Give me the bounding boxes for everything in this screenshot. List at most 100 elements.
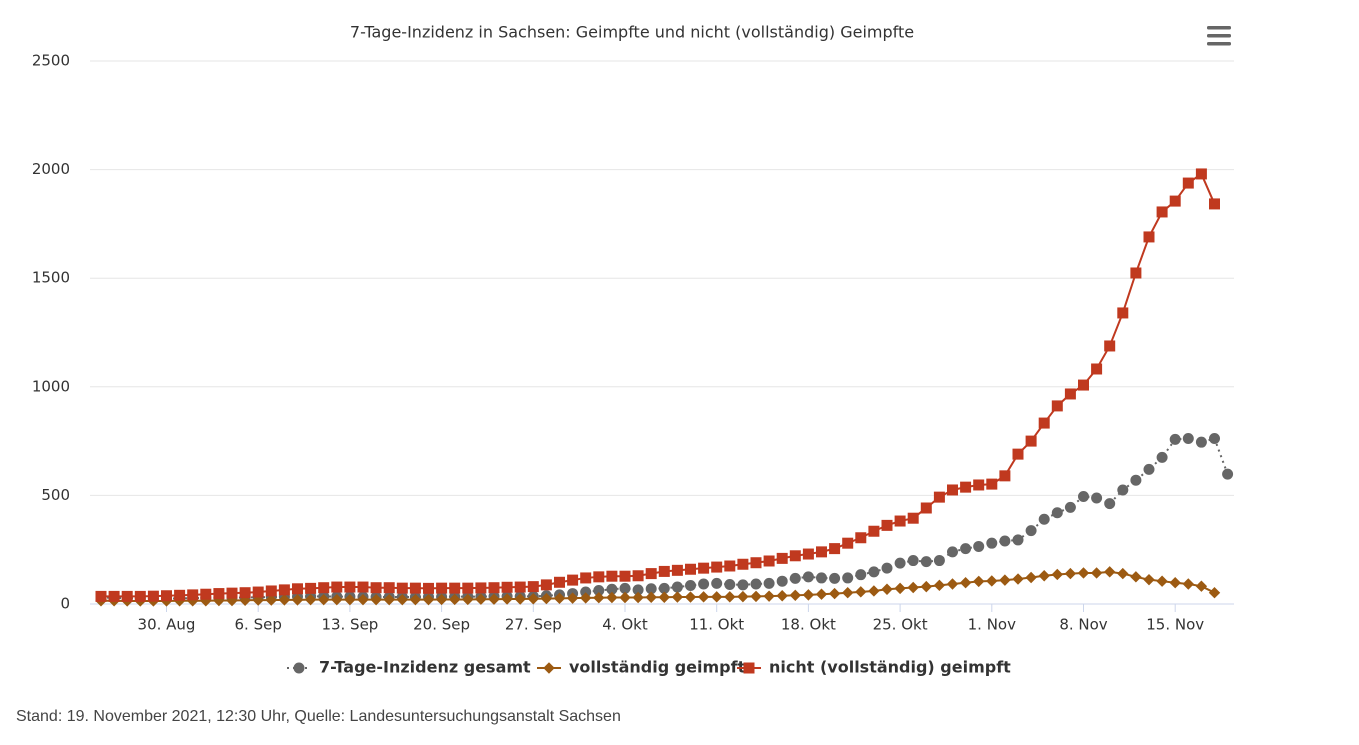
legend-label: 7-Tage-Inzidenz gesamt (319, 658, 531, 677)
point (1091, 492, 1103, 504)
point (501, 581, 513, 593)
point (789, 572, 801, 584)
point (161, 590, 172, 602)
point (1104, 340, 1116, 352)
point (710, 591, 723, 603)
point (842, 572, 854, 584)
x-tick-label: 13. Sep (321, 616, 378, 634)
legend-marker (743, 662, 755, 674)
point (1222, 468, 1234, 480)
point (252, 586, 264, 598)
point (475, 582, 487, 594)
point (1169, 577, 1181, 589)
point (331, 593, 343, 606)
point (816, 546, 827, 558)
point (907, 581, 919, 594)
point (1182, 578, 1195, 590)
menu-bar (1207, 34, 1231, 38)
point (1195, 580, 1208, 592)
series (95, 168, 1220, 602)
point (318, 582, 330, 594)
menu-bar (1207, 42, 1231, 46)
point (894, 582, 906, 595)
point (763, 555, 775, 567)
y-tick-label: 500 (41, 486, 70, 504)
point (737, 590, 749, 603)
point (292, 583, 303, 595)
point (802, 571, 814, 583)
point (449, 582, 461, 594)
legend-item[interactable]: 7-Tage-Inzidenz gesamt (287, 658, 531, 677)
point (737, 558, 749, 570)
y-tick-label: 1000 (32, 377, 70, 395)
point (1130, 474, 1142, 486)
point (1077, 567, 1090, 579)
point (960, 543, 972, 555)
point (868, 585, 880, 597)
point (344, 593, 356, 606)
point (855, 586, 867, 598)
point (304, 593, 317, 606)
point (383, 582, 395, 594)
menu-button[interactable] (1207, 26, 1231, 46)
series (95, 566, 1221, 607)
point (1064, 567, 1077, 580)
point (986, 575, 998, 587)
point (1195, 436, 1207, 448)
y-tick-label: 1500 (32, 269, 70, 287)
point (1209, 432, 1220, 444)
point (855, 532, 867, 544)
point (960, 481, 972, 493)
point (566, 592, 579, 604)
point (933, 491, 945, 503)
point (554, 576, 565, 588)
point (501, 593, 513, 605)
point (671, 581, 683, 593)
point (147, 590, 159, 602)
point (1156, 206, 1168, 218)
point (999, 574, 1011, 586)
x-tick-label: 15. Nov (1146, 616, 1204, 634)
x-tick-label: 1. Nov (968, 616, 1016, 634)
point (580, 572, 592, 584)
point (619, 591, 631, 604)
point (1038, 417, 1050, 429)
point (1064, 388, 1076, 400)
point (95, 590, 107, 602)
point (841, 586, 854, 599)
point (370, 593, 382, 606)
point (579, 592, 592, 604)
point (933, 555, 945, 567)
chart-title: 7-Tage-Inzidenz in Sachsen: Geimpfte und… (350, 23, 914, 42)
point (357, 593, 369, 606)
point (344, 581, 356, 593)
point (226, 587, 238, 599)
point (947, 546, 958, 558)
point (1209, 198, 1220, 210)
point (907, 555, 919, 567)
series (95, 432, 1234, 605)
point (724, 560, 736, 572)
point (802, 548, 814, 560)
point (658, 565, 670, 577)
point (1051, 507, 1063, 519)
point (972, 575, 985, 588)
point (750, 590, 762, 603)
point (1156, 451, 1168, 463)
point (265, 594, 278, 606)
point (658, 591, 671, 603)
point (671, 591, 684, 603)
point (1117, 484, 1129, 496)
x-tick-label: 18. Okt (781, 616, 836, 634)
legend-item[interactable]: vollständig geimpft (537, 658, 746, 677)
point (527, 593, 540, 605)
point (1078, 490, 1089, 502)
point (685, 580, 696, 592)
point (1012, 534, 1024, 546)
y-tick-label: 2500 (32, 52, 70, 70)
legend-item[interactable]: nicht (vollständig) geimpft (737, 658, 1011, 677)
point (881, 583, 893, 595)
point (422, 593, 435, 606)
point (698, 578, 710, 590)
point (1025, 525, 1037, 537)
